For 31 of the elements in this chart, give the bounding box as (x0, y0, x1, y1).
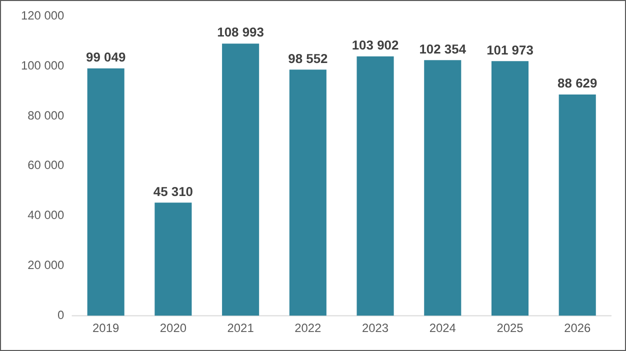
data-label: 102 354 (419, 41, 467, 56)
x-tick-label: 2023 (362, 321, 389, 336)
data-label: 99 049 (86, 50, 126, 65)
bar (222, 44, 260, 316)
bar (289, 70, 326, 316)
data-label: 88 629 (558, 76, 598, 91)
y-tick-label: 20 000 (28, 258, 65, 272)
data-label: 45 310 (153, 184, 194, 199)
y-tick-label: 0 (58, 308, 65, 322)
data-label: 108 993 (217, 24, 264, 40)
bar (356, 56, 394, 316)
bar (154, 202, 192, 316)
x-tick-label: 2024 (429, 321, 456, 336)
data-label: 103 902 (352, 37, 399, 52)
y-tick-label: 40 000 (28, 208, 65, 222)
y-tick-label: 120 000 (20, 8, 65, 22)
x-tick-label: 2019 (92, 321, 120, 336)
x-tick-label: 2025 (496, 321, 524, 336)
bar (87, 68, 124, 316)
bar (424, 60, 462, 316)
data-label: 101 973 (486, 42, 534, 58)
x-tick-label: 2020 (160, 321, 187, 336)
y-tick-label: 80 000 (28, 108, 65, 122)
data-label: 98 552 (288, 50, 328, 66)
bar (558, 94, 596, 316)
x-tick-label: 2026 (564, 321, 592, 336)
y-tick-label: 60 000 (28, 158, 65, 172)
x-tick-label: 2021 (227, 321, 254, 336)
x-tick-label: 2022 (294, 321, 322, 336)
y-tick-label: 100 000 (20, 58, 65, 72)
bar (491, 61, 529, 316)
